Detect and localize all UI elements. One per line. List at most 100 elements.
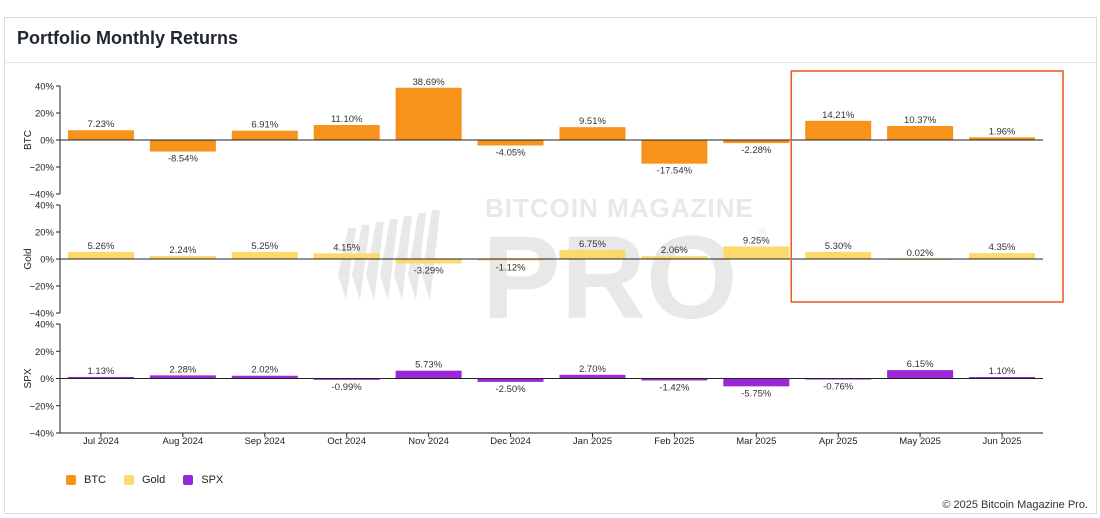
copyright-footer: © 2025 Bitcoin Magazine Pro.: [942, 499, 1088, 511]
data-label-btc: -17.54%: [657, 166, 693, 177]
legend-swatch-gold: [124, 475, 134, 485]
bar-btc: [969, 137, 1036, 140]
bar-spx: [969, 377, 1036, 379]
y-tick-label: 0%: [40, 255, 54, 266]
legend-label-spx: SPX: [201, 474, 224, 486]
data-label-gold: -3.29%: [414, 265, 445, 276]
data-label-spx: 1.10%: [989, 366, 1016, 377]
legend-swatch-spx: [183, 475, 194, 485]
x-tick-label: Aug 2024: [163, 436, 204, 447]
data-label-spx: 2.70%: [579, 364, 606, 375]
bar-btc: [641, 140, 708, 164]
data-label-gold: -1.12%: [495, 263, 526, 274]
panel-btc: 40% 20% 0% −20% −40% BTC 7.23% -8.54% 6.91% 11.10…: [23, 77, 1043, 201]
bar-spx: [67, 376, 134, 379]
panel-gold: 40% 20% 0% −20% −40% Gold 5.26% 2.24% 5.25% 4.15%…: [23, 201, 1043, 320]
y-tick-label: 40%: [35, 320, 55, 331]
bar-gold: [477, 259, 544, 261]
data-label-gold: 6.75%: [579, 239, 606, 250]
bar-spx: [395, 370, 462, 379]
highlight-box: [790, 70, 1064, 303]
bar-gold: [969, 253, 1036, 259]
y-axis-label-spx: SPX: [23, 368, 34, 388]
bar-gold: [641, 256, 708, 259]
x-tick-label: Jul 2024: [83, 436, 119, 447]
watermark-registered: ®: [758, 225, 767, 239]
chart-title: Portfolio Monthly Returns: [17, 28, 238, 48]
bar-spx: [559, 374, 626, 379]
y-tick-label: 20%: [35, 228, 55, 239]
legend-swatch-btc: [66, 475, 76, 485]
legend-item-gold[interactable]: Gold: [124, 474, 165, 486]
bar-spx: [149, 375, 216, 379]
watermark-logo-stripe: [408, 213, 426, 300]
data-label-btc: 7.23%: [87, 119, 114, 130]
data-label-gold: 4.15%: [333, 242, 360, 253]
y-tick-label: −40%: [29, 309, 54, 320]
y-tick-label: −20%: [29, 282, 54, 293]
bar-btc: [231, 130, 298, 140]
data-label-spx: -2.50%: [495, 384, 526, 395]
bar-gold: [67, 251, 134, 259]
chart-card: Portfolio Monthly Returns: [4, 17, 1097, 514]
legend-item-btc[interactable]: BTC: [66, 474, 106, 486]
watermark-logo-stripe: [422, 210, 440, 300]
watermark-logo-stripe: [338, 228, 356, 300]
data-label-btc: 10.37%: [904, 115, 937, 126]
legend: BTC Gold SPX: [66, 474, 241, 486]
bar-btc: [477, 140, 544, 146]
bar-spx: [313, 378, 380, 380]
data-label-gold: 9.25%: [743, 236, 770, 247]
x-tick-label: Sep 2024: [244, 436, 285, 447]
bar-spx: [887, 370, 954, 379]
data-label-btc: -2.28%: [741, 145, 772, 156]
data-label-spx: -5.75%: [741, 388, 772, 399]
y-tick-label: −40%: [29, 190, 54, 201]
data-label-spx: -0.99%: [332, 382, 363, 393]
y-tick-label: 40%: [35, 201, 55, 212]
data-label-gold: 0.02%: [907, 248, 934, 259]
y-tick-label: 20%: [35, 109, 55, 120]
x-tick-label: Jun 2025: [982, 436, 1021, 447]
bar-btc: [395, 87, 462, 140]
bar-gold: [149, 255, 216, 259]
data-label-btc: 1.96%: [989, 126, 1016, 137]
data-label-spx: 2.02%: [251, 365, 278, 376]
x-tick-label: Feb 2025: [654, 436, 694, 447]
bar-btc: [559, 127, 626, 140]
x-tick-label: Oct 2024: [327, 436, 366, 447]
data-label-spx: 1.13%: [87, 366, 114, 377]
y-tick-label: 0%: [40, 374, 54, 385]
bar-btc: [67, 130, 134, 140]
watermark-logo-stripe: [366, 222, 384, 300]
data-label-btc: 9.51%: [579, 116, 606, 127]
legend-item-spx[interactable]: SPX: [183, 474, 223, 486]
bar-spx: [477, 378, 544, 382]
panel-spx: 40% 20% 0% −20% −40% SPX 1.13% 2.28% 2.02% -0.99%…: [23, 320, 1043, 440]
x-tick-label: Mar 2025: [736, 436, 776, 447]
bar-gold: [395, 259, 462, 264]
data-label-gold: 2.24%: [169, 245, 196, 256]
watermark-logo-stripe: [352, 225, 370, 300]
y-axis-label-gold: Gold: [23, 248, 34, 269]
y-tick-label: −20%: [29, 163, 54, 174]
bar-gold: [723, 246, 790, 259]
data-label-gold: 5.25%: [251, 241, 278, 252]
data-label-gold: 5.26%: [87, 241, 114, 252]
bar-gold: [559, 249, 626, 259]
bar-gold: [313, 253, 380, 259]
bar-spx: [641, 378, 708, 381]
x-tick-label: May 2025: [899, 436, 941, 447]
bar-spx: [805, 378, 872, 380]
bar-spx: [723, 378, 790, 387]
data-label-spx: 5.73%: [415, 360, 442, 371]
data-label-spx: 2.28%: [169, 364, 196, 375]
bar-btc: [149, 140, 216, 152]
y-axis-label-btc: BTC: [23, 130, 34, 150]
bar-gold: [805, 251, 872, 259]
bar-btc: [805, 120, 872, 140]
data-label-btc: 6.91%: [251, 120, 278, 131]
title-bar: Portfolio Monthly Returns: [5, 18, 1096, 63]
